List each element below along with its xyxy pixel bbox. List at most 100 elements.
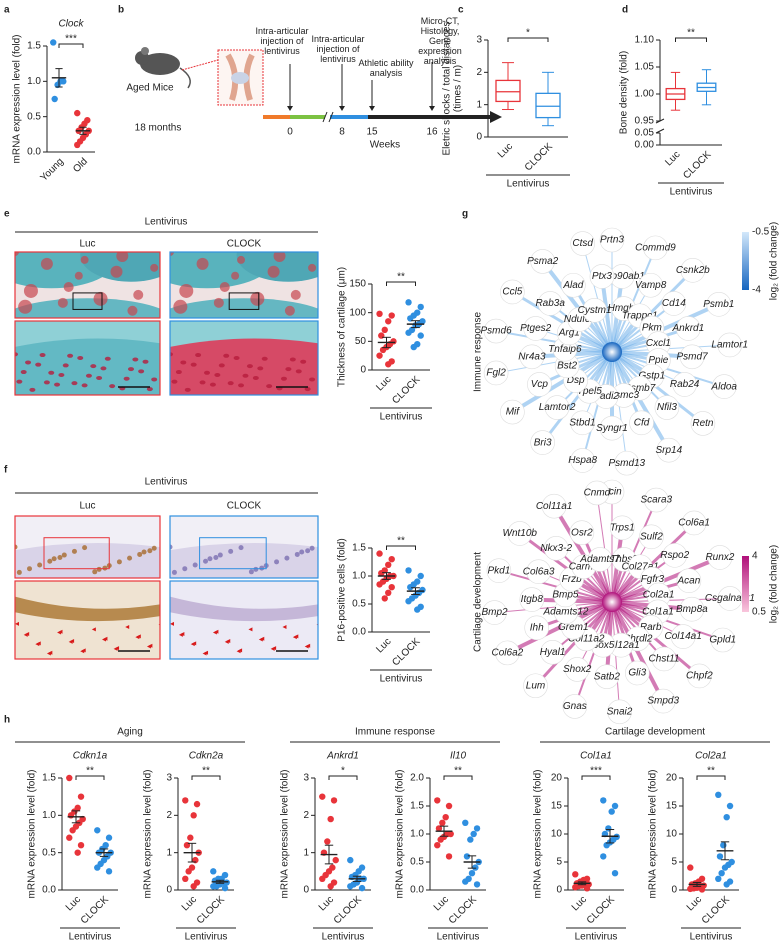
- gene-node: [570, 448, 595, 473]
- stain: [173, 299, 188, 314]
- histology-image: [15, 581, 160, 659]
- gene-label: Runx2: [705, 552, 734, 563]
- y-tick-label: 0: [303, 885, 309, 896]
- y-tick-label: 0.0: [27, 147, 41, 158]
- gene-node: [530, 430, 555, 455]
- data-point: [358, 884, 366, 892]
- mouse-body: [140, 53, 180, 75]
- stain: [82, 545, 88, 551]
- y-tick-label: 0.0: [410, 885, 424, 896]
- stain: [51, 556, 57, 562]
- data-point: [51, 95, 58, 103]
- edge: [511, 290, 613, 354]
- gene-label: Chpf2: [686, 671, 713, 682]
- stain: [96, 566, 102, 572]
- x-tick-label: CLOCK: [447, 894, 479, 926]
- y-tick-label: 20: [666, 773, 678, 784]
- edge: [496, 351, 613, 374]
- y-tick-label: 3: [476, 35, 482, 46]
- y-tick-label: 0: [671, 885, 677, 896]
- significance-bracket: [386, 281, 416, 286]
- group-label: Lentivirus: [322, 932, 365, 943]
- cell: [170, 352, 173, 357]
- y-tick-label: 15: [666, 801, 678, 812]
- data-point: [605, 825, 612, 832]
- data-point: [74, 109, 81, 117]
- data-point: [381, 595, 388, 602]
- gene-label: Col27a1: [622, 561, 659, 572]
- gene-node: [570, 410, 595, 436]
- cell: [285, 367, 292, 372]
- group-label: Lentivirus: [380, 412, 423, 423]
- y-tick-label: 0.05: [635, 128, 655, 139]
- gene-node: [656, 437, 682, 463]
- data-point: [376, 310, 383, 318]
- gene-label: Cnmd: [584, 488, 611, 499]
- gene-label: Rarb: [640, 622, 662, 633]
- chart-title: Il10: [450, 751, 467, 762]
- gene-label: Lamtor2: [539, 402, 576, 413]
- gene-label: Ypel5: [577, 386, 602, 397]
- y-tick-label: 1.05: [635, 62, 655, 73]
- y-tick-label: 2: [476, 67, 482, 78]
- knee-joint: [231, 72, 249, 84]
- gene-label: Psma2: [527, 256, 559, 267]
- edge: [611, 350, 704, 425]
- significance-bracket: [386, 545, 416, 550]
- x-tick-label: Luc: [432, 894, 451, 913]
- panel-label: g: [462, 209, 468, 220]
- data-point: [327, 815, 334, 823]
- edge: [611, 597, 730, 603]
- y-tick-label: 50: [355, 336, 367, 347]
- cell: [214, 373, 221, 378]
- gene-node: [690, 411, 716, 436]
- edge: [511, 350, 614, 414]
- cell: [204, 370, 210, 375]
- arrowhead: [212, 630, 217, 635]
- gene-node: [661, 291, 687, 316]
- event-label: Athletic ability analysis: [358, 58, 414, 78]
- y-axis-label: mRNA expression level (fold): [280, 770, 291, 899]
- cell: [138, 369, 145, 374]
- gene-node: [629, 410, 654, 436]
- edge: [541, 260, 614, 354]
- event-arrowhead: [369, 106, 375, 111]
- data-point: [405, 329, 412, 336]
- gene-label: Scara3: [640, 495, 672, 506]
- edge: [596, 492, 613, 603]
- gene-label: Gstp1: [639, 371, 666, 382]
- chart-title: Cdkn1a: [73, 751, 108, 762]
- hub: [602, 342, 622, 362]
- stain: [250, 291, 265, 306]
- data-point: [417, 303, 424, 311]
- gene-label: Prtn3: [600, 235, 624, 246]
- network-title: Immune response: [473, 312, 484, 392]
- y-tick-label: 0.0: [352, 627, 366, 638]
- y-tick-label: 1.0: [42, 810, 56, 821]
- gene-label: Psmc3: [608, 390, 639, 401]
- gene-label: Adamts7: [579, 554, 620, 565]
- x-tick-label: Luc: [685, 894, 704, 913]
- data-point: [445, 802, 453, 810]
- data-point: [190, 883, 197, 890]
- gene-label: Hyal1: [540, 647, 566, 658]
- gene-node: [570, 231, 595, 256]
- stain: [196, 257, 209, 270]
- gene-label: Psmd7: [677, 351, 709, 362]
- event-label: Micro-CT, Histology, Gene expression ana…: [418, 16, 462, 66]
- data-point: [600, 797, 607, 804]
- group-label: Lentivirus: [185, 932, 228, 943]
- data-point: [74, 141, 81, 149]
- zoom-box: [72, 292, 103, 310]
- gene-label: Hmgb1: [608, 303, 640, 314]
- stain: [116, 559, 122, 565]
- data-point: [190, 812, 197, 819]
- data-point: [463, 853, 471, 860]
- cell: [100, 366, 107, 371]
- cell: [20, 370, 27, 375]
- data-point: [726, 802, 734, 810]
- gene-node: [599, 227, 625, 253]
- data-point: [376, 581, 383, 588]
- panel-label: c: [458, 5, 464, 16]
- stain: [80, 255, 89, 264]
